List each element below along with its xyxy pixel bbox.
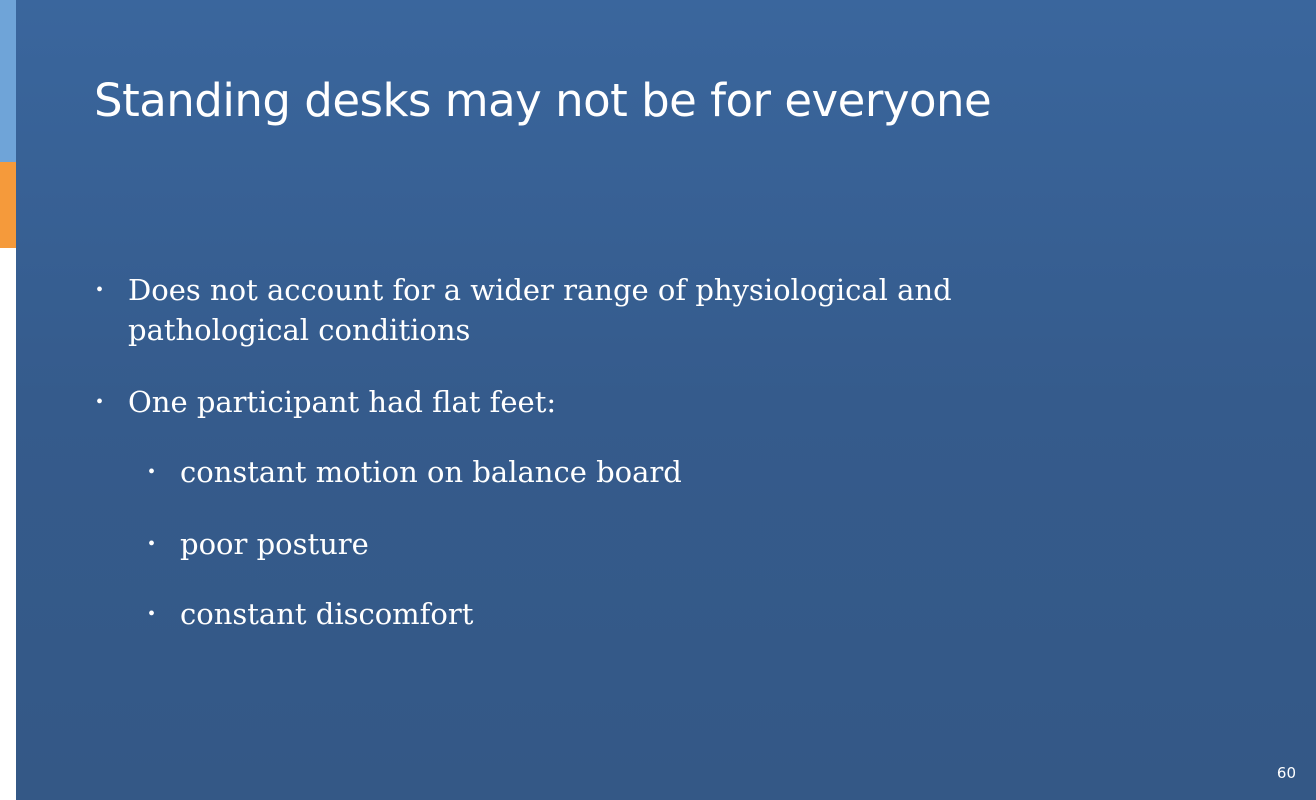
accent-bar-blue: [0, 0, 16, 162]
accent-bar-orange: [0, 162, 16, 248]
bullet-item-1-line-2: pathological conditions: [128, 313, 471, 347]
page-number: 60: [1276, 764, 1296, 782]
sub-bullet-item-2: poor posture: [180, 527, 369, 561]
bullet-item-2: One participant had flat feet:: [128, 385, 557, 419]
slide-content-panel: Standing desks may not be for everyone •…: [16, 0, 1316, 800]
bullet-dot: •: [96, 391, 104, 413]
bullet-item-1-line-1: Does not account for a wider range of ph…: [128, 273, 952, 307]
slide-title: Standing desks may not be for everyone: [94, 74, 992, 127]
sub-bullet-item-1: constant motion on balance board: [180, 455, 682, 489]
sub-bullet-dot: •: [148, 461, 156, 483]
sub-bullet-item-3: constant discomfort: [180, 597, 474, 631]
sub-bullet-dot: •: [148, 533, 156, 555]
bullet-dot: •: [96, 279, 104, 301]
sub-bullet-dot: •: [148, 603, 156, 625]
